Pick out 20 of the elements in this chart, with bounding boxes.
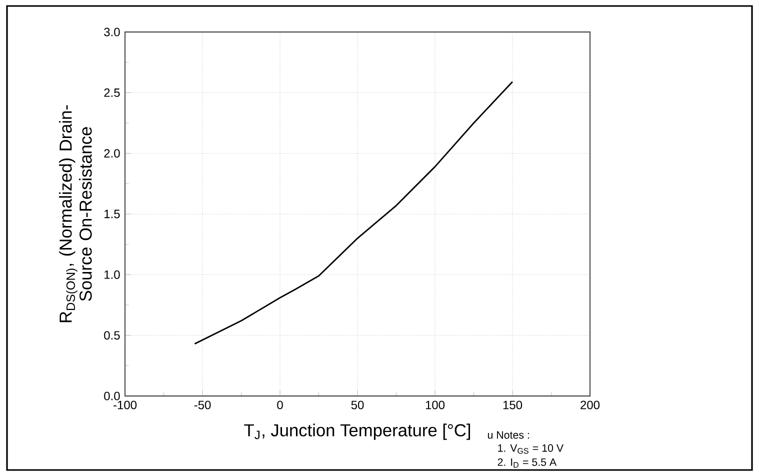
y-tick-label: 1.5 [104, 210, 120, 218]
x-tick-label: 150 [503, 400, 522, 410]
y-tick-label: 3.0 [104, 28, 120, 36]
x-tick-label: -50 [194, 400, 211, 410]
x-tick-label: 0 [277, 400, 283, 410]
x-axis-title: T$_{J}$, Junction Temperature [°C] [244, 424, 470, 440]
x-tick-label: 200 [580, 400, 600, 410]
y-tick-label: 1.0 [104, 270, 120, 279]
line-series [194, 81, 514, 345]
text: 2. I$_{D}$ = 5.5 A [498, 458, 557, 468]
y-tick-label: 2.0 [104, 149, 120, 158]
y-tick-label: 0.0 [104, 392, 120, 400]
text: 1. V$_{GS}$ = 10 V [498, 444, 564, 454]
x-tick-label: -100 [114, 400, 137, 410]
y-tick-label: 2.5 [104, 88, 120, 97]
y-axis-title: R$_{DS(ON)}$, (Normalized) Drain-Source On-Resistance [59, 105, 92, 322]
x-tick-label: 100 [426, 400, 445, 410]
text: u Notes : [488, 431, 529, 439]
x-tick-label: 50 [351, 400, 364, 410]
y-tick-label: 0.5 [104, 331, 120, 340]
